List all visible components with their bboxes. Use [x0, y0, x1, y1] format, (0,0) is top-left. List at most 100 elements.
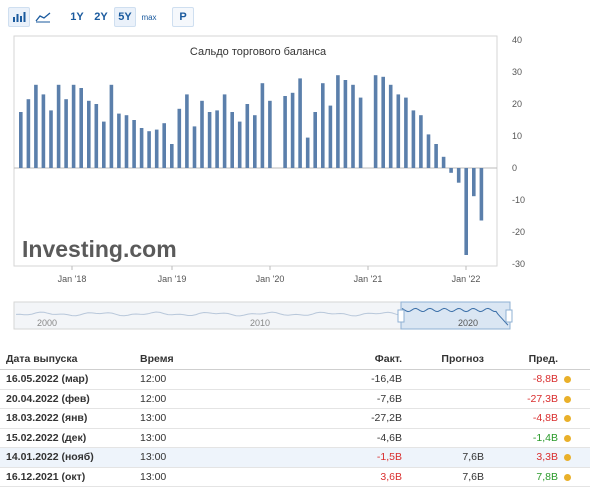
navigator-right-handle[interactable]: [505, 309, 513, 323]
bar[interactable]: [154, 129, 159, 168]
bar[interactable]: [268, 100, 272, 168]
bar[interactable]: [305, 137, 310, 168]
bar[interactable]: [71, 84, 76, 168]
bar[interactable]: [177, 108, 182, 168]
row-prev: 7,8B: [536, 470, 558, 483]
importance-dot-icon[interactable]: [564, 376, 571, 383]
y-tick-label: 40: [512, 35, 522, 45]
row-time: 13:00: [140, 431, 167, 444]
bar[interactable]: [26, 99, 31, 168]
row-prev: -27,3B: [527, 392, 558, 405]
bar[interactable]: [388, 84, 393, 168]
bar[interactable]: [290, 92, 295, 168]
row-date: 15.02.2022 (дек): [6, 431, 87, 444]
importance-dot-icon[interactable]: [564, 473, 571, 481]
importance-dot-icon[interactable]: [564, 415, 571, 422]
bar[interactable]: [411, 110, 416, 168]
header-prev: Пред.: [528, 353, 558, 365]
y-tick-label: -10: [512, 195, 525, 205]
bar[interactable]: [215, 110, 219, 168]
bar[interactable]: [434, 144, 438, 168]
range-2y-button[interactable]: 2Y: [94, 11, 108, 23]
bar[interactable]: [19, 112, 23, 168]
range-5y-button[interactable]: 5Y: [114, 7, 136, 27]
bar[interactable]: [64, 99, 68, 168]
navigator-left-handle[interactable]: [397, 309, 405, 323]
bar[interactable]: [147, 131, 151, 168]
range-max-button[interactable]: max: [141, 12, 157, 22]
bar[interactable]: [336, 75, 340, 168]
header-date: Дата выпуска: [6, 353, 78, 365]
bar[interactable]: [41, 94, 46, 168]
header-time: Время: [140, 353, 174, 365]
bar[interactable]: [328, 105, 333, 168]
bar[interactable]: [456, 168, 461, 183]
bar[interactable]: [192, 126, 197, 168]
bar[interactable]: [321, 83, 325, 168]
bar[interactable]: [351, 84, 355, 168]
table-row: 16.05.2022 (мар) 12:00 -16,4B -8,8B: [0, 370, 590, 390]
bar[interactable]: [102, 121, 106, 168]
bar[interactable]: [441, 156, 446, 168]
bar[interactable]: [34, 84, 38, 168]
bar[interactable]: [185, 94, 189, 168]
bar[interactable]: [464, 168, 468, 255]
bar[interactable]: [419, 115, 423, 168]
bar[interactable]: [222, 94, 227, 168]
bar[interactable]: [404, 97, 408, 168]
bar[interactable]: [237, 121, 242, 168]
area-chart-icon[interactable]: [32, 7, 54, 27]
row-time: 13:00: [140, 470, 167, 483]
table-row: 20.04.2022 (фев) 12:00 -7,6B -27,3B: [0, 390, 590, 409]
table-row: 15.02.2022 (дек) 13:00 -4,6B -1,4B: [0, 429, 590, 448]
bar[interactable]: [170, 144, 174, 168]
bar[interactable]: [260, 83, 265, 168]
bar[interactable]: [87, 100, 91, 168]
navigator-selection[interactable]: [400, 301, 511, 330]
importance-dot-icon[interactable]: [564, 454, 571, 461]
bar[interactable]: [79, 88, 83, 168]
table-row: 16.12.2021 (окт) 13:00 3,6B 7,6B 7,8B: [0, 468, 590, 487]
bar[interactable]: [245, 104, 250, 168]
bar[interactable]: [162, 123, 166, 168]
line-chart-icon-glyph: [35, 12, 51, 23]
bar[interactable]: [132, 120, 136, 168]
bar[interactable]: [49, 110, 53, 168]
chart-title: Сальдо торгового баланса: [190, 46, 327, 58]
row-date: 16.05.2022 (мар): [6, 373, 89, 385]
bar[interactable]: [479, 168, 484, 221]
row-date: 14.01.2022 (нояб): [6, 451, 94, 463]
bar[interactable]: [358, 97, 363, 168]
bar[interactable]: [117, 113, 121, 168]
bar[interactable]: [426, 134, 431, 168]
row-fact: -1,5B: [376, 451, 402, 463]
bar[interactable]: [313, 112, 317, 168]
p-button[interactable]: P: [172, 7, 194, 27]
bar[interactable]: [124, 115, 129, 168]
bar[interactable]: [207, 112, 212, 168]
bar[interactable]: [253, 115, 257, 168]
bar[interactable]: [381, 76, 385, 168]
range-1y-button[interactable]: 1Y: [70, 11, 84, 23]
importance-dot-icon[interactable]: [564, 395, 571, 403]
bar-chart-icon[interactable]: [8, 7, 30, 27]
bar[interactable]: [230, 112, 234, 168]
bar[interactable]: [373, 75, 378, 168]
bar[interactable]: [472, 168, 476, 197]
bar[interactable]: [298, 78, 302, 168]
bar[interactable]: [139, 128, 144, 168]
bar[interactable]: [343, 80, 348, 168]
bar[interactable]: [56, 84, 61, 168]
bar[interactable]: [283, 96, 287, 168]
bar[interactable]: [396, 94, 401, 168]
bar[interactable]: [200, 100, 204, 168]
importance-dot-icon[interactable]: [564, 434, 571, 442]
range-navigator[interactable]: 2000 2010 2020: [13, 301, 513, 330]
header-forecast: Прогноз: [441, 353, 484, 365]
bar[interactable]: [109, 84, 114, 168]
row-date: 20.04.2022 (фев): [6, 392, 90, 405]
bar[interactable]: [449, 168, 453, 173]
table-header-row: Дата выпуска Время Факт. Прогноз Пред.: [0, 348, 590, 370]
bar[interactable]: [94, 104, 99, 168]
navigator-label-2020: 2020: [458, 318, 478, 328]
